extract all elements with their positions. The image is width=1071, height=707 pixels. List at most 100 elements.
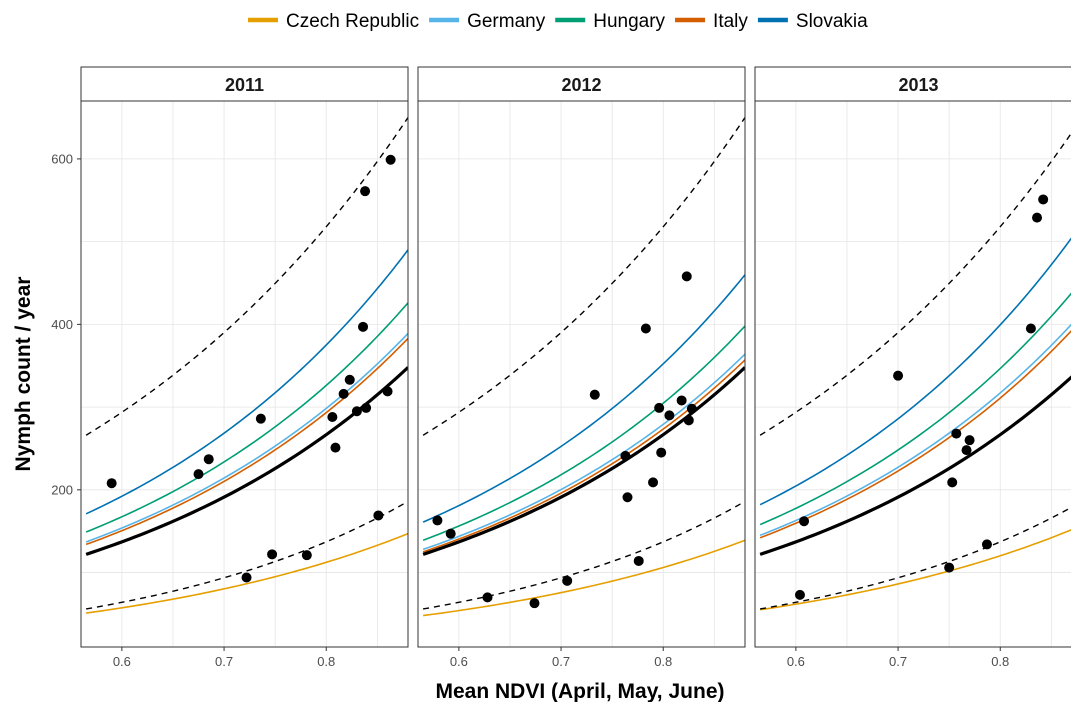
data-point <box>301 550 312 561</box>
series-line-italy <box>85 337 408 546</box>
panel-background <box>755 101 1071 647</box>
data-point <box>664 410 675 421</box>
data-point <box>686 403 697 414</box>
series-line-slovakia <box>759 237 1071 506</box>
data-point <box>373 510 384 521</box>
data-point <box>944 562 955 573</box>
data-point <box>799 516 810 527</box>
strip-label-2013: 2013 <box>898 75 938 95</box>
data-point <box>654 402 665 413</box>
data-point <box>445 528 456 539</box>
series-line-czech-republic <box>85 532 408 614</box>
series-line-germany <box>422 353 745 551</box>
series-line-czech-republic <box>759 529 1071 611</box>
data-point <box>981 539 992 550</box>
data-points <box>106 154 396 583</box>
data-point <box>648 477 659 488</box>
series-line-overall <box>759 375 1071 556</box>
x-tick-label: 0.8 <box>991 654 1009 669</box>
data-point <box>267 549 278 560</box>
strip-label-2011: 2011 <box>225 75 264 95</box>
data-point <box>633 555 644 566</box>
series-line-slovakia <box>422 274 745 523</box>
panel-2013: 2013 0.6 0.7 0.8 <box>754 66 1071 669</box>
x-tick-label: 0.6 <box>113 654 131 669</box>
legend-item-italy: Italy <box>675 11 748 32</box>
data-point <box>893 370 904 381</box>
y-axis-title: Nymph count / year <box>12 277 35 472</box>
x-tick-label: 0.7 <box>552 654 570 669</box>
series-line-czech-republic <box>423 539 745 617</box>
x-tick-label: 0.8 <box>654 654 672 669</box>
legend-item-slovakia: Slovakia <box>757 11 868 32</box>
legend-label-hungary: Hungary <box>593 11 665 32</box>
y-tick-label: 600 <box>51 151 73 166</box>
x-axis-title: Mean NDVI (April, May, June) <box>436 680 725 702</box>
series-line-hungary <box>85 302 408 533</box>
strip-background <box>754 66 1071 102</box>
data-point <box>385 154 396 165</box>
data-point <box>656 447 667 458</box>
data-point <box>351 406 362 417</box>
series-line-upper-bound <box>759 132 1071 436</box>
data-point <box>794 589 805 600</box>
legend-label-germany: Germany <box>467 11 546 32</box>
series-line-hungary <box>759 292 1071 526</box>
grid <box>81 101 408 647</box>
series-line-upper-bound <box>422 117 745 436</box>
panel-2011: 2011 0.6 0.7 0.8 200 400 600 <box>51 66 409 669</box>
legend-item-czech-republic: Czech Republic <box>248 11 419 32</box>
legend-label-slovakia: Slovakia <box>796 11 868 32</box>
data-point <box>676 395 687 406</box>
series-line-germany <box>759 323 1071 537</box>
data-point <box>529 598 540 609</box>
legend: Czech Republic Germany Hungary Italy Slovaki… <box>248 11 868 32</box>
data-point <box>1025 323 1036 334</box>
fit-lines <box>759 132 1071 611</box>
series-line-lower-bound <box>85 500 408 610</box>
x-tick-label: 0.6 <box>450 654 468 669</box>
data-point <box>620 450 631 461</box>
data-point <box>330 442 341 453</box>
data-point <box>1032 212 1043 223</box>
data-point <box>358 321 369 332</box>
data-points <box>794 194 1049 600</box>
data-point <box>1038 194 1049 205</box>
series-line-slovakia <box>85 249 408 515</box>
data-point <box>964 435 975 446</box>
data-point <box>255 413 266 424</box>
data-points <box>432 271 697 609</box>
grid <box>418 101 745 647</box>
data-point <box>203 454 214 465</box>
data-point <box>106 478 117 489</box>
data-point <box>193 469 204 480</box>
series-line-germany <box>85 332 408 543</box>
data-point <box>338 388 349 399</box>
data-point <box>562 575 573 586</box>
data-point <box>640 323 651 334</box>
data-point <box>961 445 972 456</box>
data-point <box>482 592 493 603</box>
strip-background <box>80 66 409 102</box>
series-line-upper-bound <box>85 117 408 436</box>
data-point <box>681 271 692 282</box>
data-point <box>432 515 443 526</box>
series-line-lower-bound <box>759 506 1071 610</box>
x-tick-label: 0.7 <box>215 654 233 669</box>
data-point <box>951 428 962 439</box>
panel-2012: 2012 0.6 0.7 0.8 <box>417 66 746 669</box>
data-point <box>382 386 393 397</box>
data-point <box>683 415 694 426</box>
legend-item-germany: Germany <box>429 11 546 32</box>
x-tick-label: 0.7 <box>889 654 907 669</box>
series-line-italy <box>759 330 1071 539</box>
data-point <box>361 402 372 413</box>
panel-background <box>81 101 408 647</box>
strip-background <box>417 66 746 102</box>
x-tick-label: 0.8 <box>317 654 335 669</box>
data-point <box>622 492 633 503</box>
legend-label-italy: Italy <box>713 11 748 32</box>
data-point <box>589 389 600 400</box>
data-point <box>947 477 958 488</box>
